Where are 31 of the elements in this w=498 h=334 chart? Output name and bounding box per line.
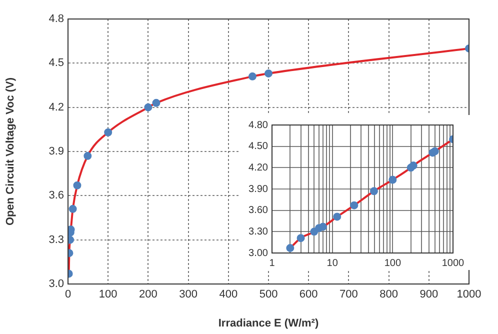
y-tick-label: 3.0 <box>48 278 64 290</box>
y-tick-label: 4.20 <box>248 162 268 174</box>
x-tick-label: 10 <box>326 258 338 269</box>
x-tick-label: 100 <box>98 288 118 301</box>
y-tick-label: 3.00 <box>248 248 268 259</box>
y-tick-label: 3.9 <box>48 146 64 158</box>
y-tick-label: 3.30 <box>248 226 268 238</box>
x-tick-label: 0 <box>64 288 72 301</box>
y-tick-label: 4.2 <box>48 101 64 114</box>
y-tick-label: 4.8 <box>48 13 64 26</box>
x-tick-label: 300 <box>179 288 198 301</box>
y-tick-label: 3.3 <box>48 234 64 246</box>
y-tick-label: 4.80 <box>248 120 268 131</box>
x-tick-label: 1 <box>269 258 276 269</box>
y-tick-label: 4.5 <box>48 57 64 70</box>
x-tick-label: 1000 <box>456 288 482 301</box>
y-tick-label: 3.60 <box>248 205 268 216</box>
x-axis-title: Irradiance E (W/m²) <box>218 317 319 330</box>
x-tick-label: 200 <box>139 288 158 301</box>
y-tick-label: 3.6 <box>48 190 64 202</box>
x-tick-label: 900 <box>420 288 438 301</box>
x-tick-label: 1000 <box>442 258 465 269</box>
x-tick-label: 600 <box>299 288 318 301</box>
x-tick-label: 800 <box>380 288 398 301</box>
y-tick-label: 4.50 <box>248 141 268 152</box>
y-tick-label: 3.90 <box>248 184 268 195</box>
x-tick-label: 700 <box>340 288 358 301</box>
x-tick-label: 100 <box>384 258 402 269</box>
x-tick-label: 400 <box>219 288 238 301</box>
x-tick-label: 500 <box>259 288 278 301</box>
y-axis-title: Open Circuit Voltage Voc (V) <box>4 77 17 226</box>
